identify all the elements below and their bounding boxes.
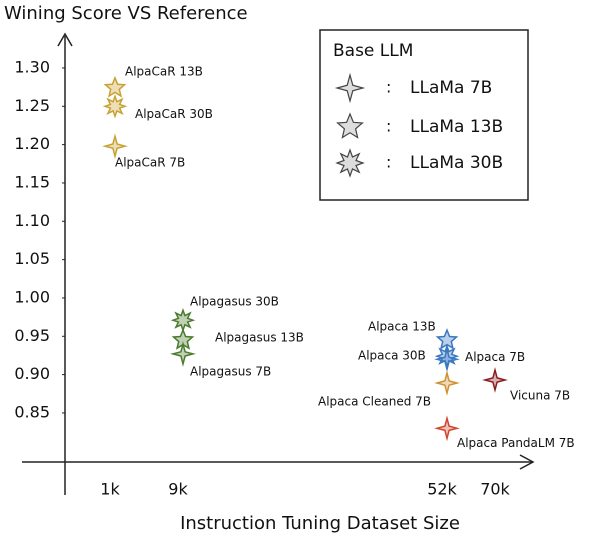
- data-point: [434, 346, 460, 373]
- x-tick-label: 52k: [427, 480, 457, 499]
- point-label: Alpagasus 30B: [190, 295, 279, 309]
- y-tick-label: 1.25: [14, 96, 50, 115]
- data-point: [482, 367, 508, 393]
- point-label: AlpaCaR 13B: [125, 64, 203, 78]
- data-point: [103, 75, 127, 98]
- x-tick-label: 1k: [100, 480, 120, 499]
- legend-label: LLaMa 30B: [410, 153, 503, 173]
- y-tick-label: 1.05: [14, 249, 50, 268]
- data-point: [170, 307, 196, 333]
- legend-marker: [335, 148, 365, 178]
- point-label: Alpaca 7B: [465, 350, 525, 364]
- point-label: Alpagasus 7B: [190, 364, 271, 378]
- x-axis-arrow: [519, 454, 535, 470]
- point-label: Alpaca 13B: [368, 320, 436, 334]
- point-label: AlpaCaR 30B: [135, 107, 213, 121]
- x-tick-label: 9k: [168, 480, 188, 499]
- legend-separator: :: [386, 117, 391, 136]
- y-tick-label: 1.15: [14, 172, 50, 191]
- y-tick-label: 1.30: [14, 57, 50, 76]
- point-label: AlpaCaR 7B: [115, 156, 185, 170]
- x-tick-label: 70k: [480, 480, 510, 499]
- legend-label: LLaMa 7B: [410, 78, 492, 98]
- legend-box: [319, 29, 529, 201]
- legend-separator: :: [386, 153, 391, 172]
- legend-marker: [336, 112, 364, 139]
- y-tick-label: 0.85: [14, 402, 50, 421]
- legend-label: LLaMa 13B: [410, 117, 503, 137]
- legend-title: Base LLM: [333, 41, 413, 61]
- data-point: [170, 340, 196, 367]
- y-tick-label: 0.95: [14, 326, 50, 345]
- y-tick-label: 1.10: [14, 211, 50, 230]
- y-tick-label: 1.20: [14, 134, 50, 153]
- y-tick-label: 1.00: [14, 287, 50, 306]
- data-point: [434, 415, 460, 442]
- x-axis-label: Instruction Tuning Dataset Size: [180, 513, 460, 534]
- point-label: Alpaca PandaLM 7B: [457, 436, 575, 450]
- data-point: [102, 94, 128, 119]
- legend-marker: [334, 72, 366, 104]
- point-label: Alpagasus 13B: [215, 331, 304, 345]
- point-label: Alpaca Cleaned 7B: [318, 395, 431, 409]
- point-label: Alpaca 30B: [358, 349, 426, 363]
- y-tick-label: 0.90: [14, 364, 50, 383]
- data-point: [434, 370, 460, 396]
- y-axis-arrow: [57, 32, 73, 47]
- data-point: [102, 133, 128, 160]
- legend-separator: :: [386, 78, 391, 97]
- point-label: Vicuna 7B: [510, 388, 570, 402]
- chart-title: Wining Score VS Reference: [4, 3, 248, 24]
